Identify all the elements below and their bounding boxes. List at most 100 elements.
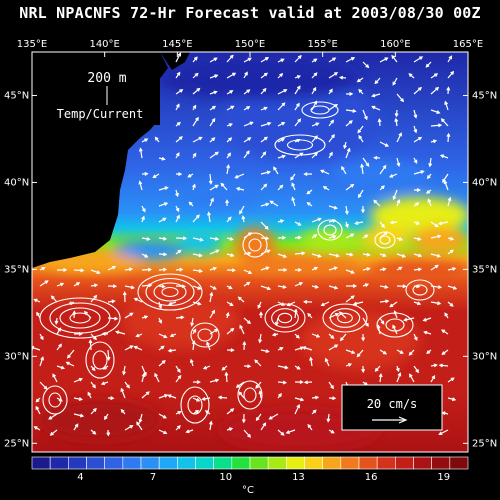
current-vector-head [434,223,439,228]
current-vector-head [91,367,96,372]
current-vector-head [322,186,327,190]
current-vector-head [343,144,347,150]
eddy-ring [310,105,330,115]
current-vector-head [356,78,361,83]
current-vector-head [106,356,111,362]
current-vector-head [225,199,229,204]
lon-tick-label: 165°E [453,39,483,50]
current-vector [90,269,100,274]
current-vector-head [175,192,179,198]
current-vector [209,249,219,255]
current-vector [260,72,268,79]
current-vector [219,396,228,399]
eddy-ring [301,101,339,119]
current-vector [73,378,83,383]
current-vector-head [58,343,62,348]
current-vector [340,333,347,341]
current-vector-head [297,235,302,240]
current-vector [439,221,449,225]
current-vector [430,253,440,257]
current-vector-head [144,254,149,258]
current-vector [328,253,339,257]
current-vector-head [346,147,351,152]
current-vector-head [433,363,438,368]
current-vector-head [227,216,232,221]
current-vector-head [164,186,169,191]
colorbar-swatch [286,456,305,470]
lat-tick-label-left: 40°N [4,177,29,188]
current-vector-head [326,418,331,423]
current-vector-head [180,315,185,320]
current-vector-head [163,202,169,206]
current-vector-head [144,315,149,320]
current-vector-head [281,122,286,126]
eddy-ring [337,312,353,324]
current-vector-head [332,234,337,239]
current-vector [191,317,194,326]
current-vector-head [303,299,308,304]
current-vector-head [167,394,172,398]
current-vector-head [313,234,318,238]
current-vector-head [215,378,220,383]
current-vector [345,120,353,127]
current-vector-head [398,266,403,271]
current-vector [51,295,58,303]
current-vector [328,72,338,79]
current-vector-head [398,237,404,241]
current-vector-head [316,334,321,338]
current-vector [260,249,270,255]
longitude-ticks: 135°E 140°E 145°E 150°E 155°E 160°E 165°E [17,39,483,57]
eddy-ring [323,224,337,236]
current-vector-head [333,266,339,271]
current-vector-head [161,156,166,161]
current-vector-head [382,164,387,169]
current-vector-head [441,329,446,334]
current-vector-head [413,336,418,341]
current-vector-head [282,254,288,258]
current-vector-head [297,222,302,226]
colorbar-unit: °C [242,485,254,496]
current-vector-head [350,233,355,238]
current-vector-head [396,199,401,204]
current-vector-head [441,411,446,416]
current-vector-head [441,351,446,356]
current-vector-head [371,105,376,110]
current-vector-head [112,265,117,270]
current-vector-head [238,391,243,396]
current-vector-head [144,138,149,142]
current-vector-head [264,225,269,230]
current-vector [208,212,211,223]
colorbar-tick-label: 4 [77,472,83,483]
current-vector [260,136,268,143]
current-vector-head [399,350,404,354]
current-vector-head [52,373,56,378]
current-vector [139,413,143,423]
current-vector-head [177,52,182,57]
current-vector [396,373,401,383]
current-vector-head [269,200,274,205]
current-vector [362,109,368,120]
current-vector [235,173,245,179]
current-vector [89,340,92,351]
current-vector [328,285,338,289]
current-vector [379,374,382,383]
current-vector-head [214,74,219,78]
current-vector [345,205,348,214]
current-vector-head [324,357,329,362]
current-vector-head [330,335,335,340]
current-vector [243,429,251,438]
current-vector [254,359,262,367]
current-vector-head [247,137,252,141]
current-vector-head [78,397,83,401]
current-vector-head [163,334,168,339]
lat-tick-label-right: 40°N [472,177,497,188]
current-vector-head [313,72,318,77]
current-vector-head [435,86,440,91]
current-vector-head [247,433,252,438]
current-vector-head [380,185,385,190]
eddy-ring [243,387,257,403]
current-vector-head [228,285,233,290]
current-vector-head [147,267,152,272]
current-vector-head [39,336,44,341]
